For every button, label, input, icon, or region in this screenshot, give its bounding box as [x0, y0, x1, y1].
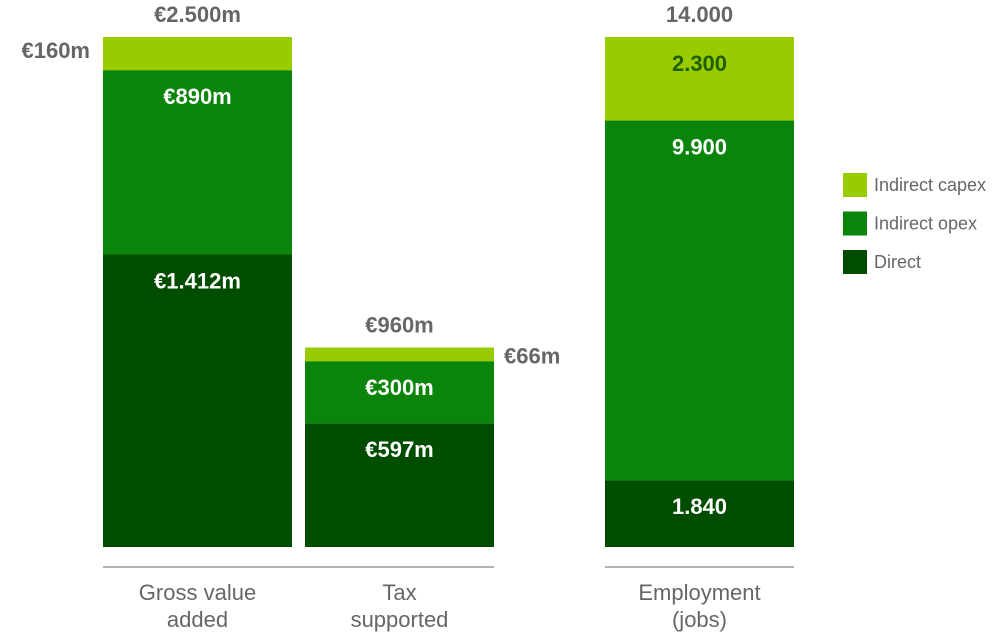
legend-label: Indirect capex [874, 175, 986, 195]
legend-swatch [843, 173, 867, 197]
value-label: €1.412m [154, 268, 241, 293]
legend-label: Direct [874, 252, 921, 272]
value-label: 1.840 [672, 494, 727, 519]
total-label: €960m [365, 312, 434, 337]
category-label: Employment (jobs) [638, 580, 761, 632]
legend-swatch [843, 250, 867, 274]
category-label: Tax supported [350, 580, 449, 632]
value-label: €160m [21, 38, 90, 63]
value-label: €300m [365, 375, 434, 400]
legend-swatch [843, 211, 867, 236]
value-label: 2.300 [672, 51, 727, 76]
legend-label: Indirect opex [874, 213, 977, 233]
bar-segment [605, 120, 794, 481]
value-label: €66m [504, 343, 560, 368]
bar-segment [305, 423, 494, 547]
bar-segment [605, 480, 794, 547]
bar-segment [103, 70, 292, 255]
bar-segment [605, 37, 794, 121]
value-label: 9.900 [672, 134, 727, 159]
bar-segment [103, 254, 292, 547]
value-label: €890m [163, 84, 232, 109]
total-label: 14.000 [666, 2, 733, 27]
total-label: €2.500m [154, 2, 241, 27]
bar-segment [305, 361, 494, 424]
category-label: Gross value added [138, 580, 257, 632]
bar-segment [103, 37, 292, 71]
bar-segment [305, 347, 494, 362]
value-label: €597m [365, 437, 434, 462]
